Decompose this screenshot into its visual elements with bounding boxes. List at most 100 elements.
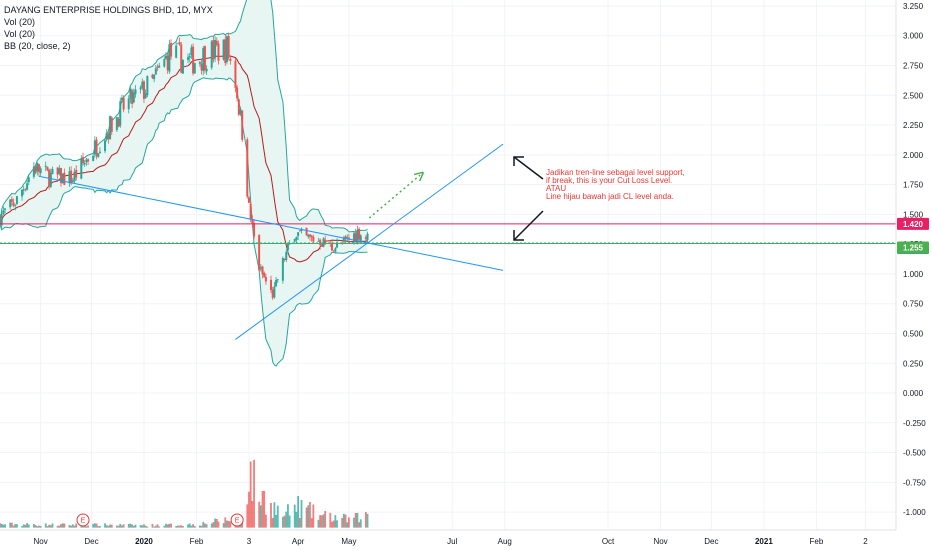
volume-bar (109, 524, 111, 528)
volume-bar (48, 524, 51, 528)
candle-body (352, 233, 355, 241)
candle-body (46, 166, 49, 171)
volume-bar (129, 523, 132, 528)
volume-bar (165, 523, 167, 528)
candle-body (117, 118, 120, 127)
candle-body (310, 235, 313, 238)
bb-lower (0, 77, 368, 367)
time-axis[interactable]: Nov Dec 2020 Feb 3 Apr May Jul Aug Oct Nov Dec 2021 F… (0, 529, 896, 546)
candle-body (32, 166, 35, 177)
volume-bar (180, 525, 183, 528)
candle-body (334, 248, 337, 252)
candle-body (190, 47, 193, 56)
candle-body (239, 109, 242, 115)
candle-body (264, 276, 267, 282)
candle-body (234, 60, 237, 88)
price-badge (897, 241, 929, 254)
volume-bar (75, 523, 78, 528)
x-tick-label: 2020 (135, 537, 153, 546)
candle-body (227, 36, 230, 58)
chart-legend: DAYANG ENTERPRISE HOLDINGS BHD, 1D, MYX … (4, 4, 213, 52)
candle-body (85, 159, 88, 163)
candle-body (27, 177, 30, 182)
volume-bar (99, 526, 101, 528)
volume-bar (353, 517, 355, 528)
projection-arrow (368, 175, 420, 219)
drawing-lines[interactable] (0, 143, 896, 340)
candle-body (181, 59, 184, 74)
price-axis[interactable]: 3.250 3.000 2.750 2.500 2.250 2.000 1.750 1.500… (895, 0, 926, 530)
indicator-volume-2[interactable]: Vol (20) (4, 29, 36, 39)
candle-body (80, 158, 83, 179)
volume-bar (143, 524, 145, 528)
candle-body (332, 252, 335, 253)
volume-bar (275, 514, 277, 528)
volume-bar (134, 524, 137, 528)
volume-bar (270, 502, 272, 528)
candle-body (176, 43, 179, 45)
y-tick-label: -0.750 (903, 478, 926, 487)
volume-bar (188, 523, 191, 528)
candle-body (229, 58, 232, 61)
candle-body (81, 157, 84, 164)
candle-body (246, 139, 249, 197)
candle-body (275, 279, 278, 287)
x-tick-label: May (341, 537, 356, 546)
volume-bar (366, 513, 369, 528)
indicator-bollinger[interactable]: BB (20, close, 2) (4, 41, 71, 51)
candle-body (39, 168, 42, 174)
candle-body (15, 196, 18, 204)
volume-bar (127, 524, 130, 528)
candle-body (330, 243, 333, 251)
volume-bar (82, 525, 84, 528)
earnings-label: E (235, 518, 240, 525)
indicator-volume-1[interactable]: Vol (20) (4, 17, 36, 27)
volume-bar (229, 521, 232, 528)
candle-body (83, 163, 86, 165)
symbol-title[interactable]: DAYANG ENTERPRISE HOLDINGS BHD, 1D, MYX (4, 5, 213, 15)
volume-bar (21, 526, 23, 528)
candle-body (203, 46, 206, 71)
candle-body (110, 117, 113, 132)
volume-bar (210, 523, 213, 528)
volume-bar (122, 524, 125, 528)
annotation-line-2: if break, this is your Cut Loss Level. (546, 176, 672, 185)
candle-body (51, 168, 54, 175)
volume-bar (87, 525, 89, 528)
candle-body (263, 272, 266, 278)
volume-bar (215, 518, 218, 528)
volume-bar (117, 525, 120, 528)
volume-bar (154, 525, 157, 528)
candle-body (217, 43, 220, 61)
candle-body (9, 199, 12, 208)
annotations[interactable]: Jadikan tren-line sebagai level support,… (513, 156, 685, 241)
candle-body (187, 57, 190, 60)
candle-body (286, 244, 289, 251)
candle-body (285, 251, 288, 260)
volume-bar (14, 524, 17, 528)
volume-bar (38, 525, 40, 528)
candle-body (247, 197, 250, 203)
candle-body (205, 68, 208, 72)
volume-bar (63, 523, 66, 528)
earnings-icon (230, 513, 244, 527)
candle-body (324, 239, 327, 245)
volume-bar (163, 525, 166, 528)
bb-fill (0, 0, 368, 367)
annotation-line-4: Line hijau bawah jadi CL level anda. (546, 192, 674, 201)
candle-body (175, 45, 178, 58)
candle-body (26, 183, 29, 190)
candle-body (156, 66, 159, 69)
candle-body (342, 237, 345, 242)
volume-bar (158, 526, 161, 528)
candle-body (192, 46, 195, 74)
y-tick-label: -0.500 (903, 449, 926, 458)
y-tick-label: 0.500 (903, 329, 924, 338)
candle-body (98, 151, 101, 153)
y-tick-label: 1.750 (903, 181, 924, 190)
volume-bar (283, 515, 286, 528)
candle-body (298, 230, 301, 232)
